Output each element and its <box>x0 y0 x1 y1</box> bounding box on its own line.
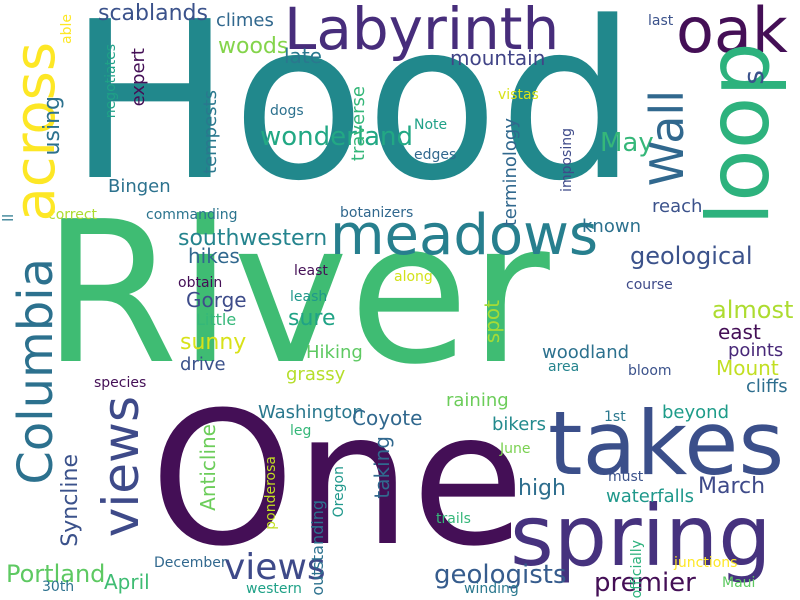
word-bloom: area <box>548 359 580 375</box>
word-washington: woodland <box>542 342 630 363</box>
word-known: waterfalls <box>606 486 695 507</box>
word-points: east <box>718 320 761 344</box>
word-outstanding: ponderosa <box>263 456 279 530</box>
word-leg: last <box>648 13 674 29</box>
word-imposing: terminology <box>500 118 521 227</box>
word-expert: negotiates <box>103 44 119 119</box>
word-correct: reach <box>652 196 703 217</box>
word-scablands: April <box>104 570 150 594</box>
word-tempests: using <box>40 96 65 156</box>
word-woodland: grassy <box>286 364 346 385</box>
word-junctions: must <box>608 469 644 485</box>
word-commanding: correct <box>48 207 98 223</box>
word-takes: takes <box>548 392 785 495</box>
word-dogs: bloom <box>628 363 672 379</box>
word-along: least <box>294 263 328 279</box>
word-taking: Syncline <box>58 454 83 547</box>
word-syncline: Anticline <box>196 424 220 511</box>
word-1st: June <box>500 441 531 457</box>
word-views: views <box>92 396 150 538</box>
word-obtain: Little <box>196 310 237 329</box>
word-least: leash <box>290 289 328 305</box>
word-grassy: Hiking <box>306 342 363 363</box>
word-maui: junctions <box>674 555 738 571</box>
word-bikers: raining <box>446 390 509 411</box>
word-june: leg <box>290 423 312 439</box>
word-december: western <box>246 581 302 597</box>
word-hood: Hood <box>68 0 638 229</box>
word-spring: spring <box>510 487 772 585</box>
word-oak: oak <box>676 0 788 67</box>
word-must: 1st <box>604 409 626 425</box>
word-drive: sunny <box>180 330 247 355</box>
word-sunny: sure <box>288 306 336 331</box>
word-area: course <box>626 277 673 293</box>
word-labyrinth: Labyrinth <box>284 0 560 63</box>
word-southwestern: s <box>737 70 770 85</box>
word-almost: geological <box>630 242 753 270</box>
word-reach: known <box>582 216 641 237</box>
word-wonderland: mountain <box>450 46 546 70</box>
word-course: along <box>394 269 433 285</box>
word-s: May <box>600 128 654 158</box>
word-woods: climes <box>216 10 274 31</box>
word-meadows: meadows <box>330 203 599 268</box>
word-signposted: ll <box>1 214 17 222</box>
word-edges: Note <box>414 117 448 133</box>
word-leash: obtain <box>178 275 223 291</box>
word-able: species <box>94 375 147 391</box>
word-gorge: Bingen <box>108 176 171 197</box>
word-little: botanizers <box>340 205 414 221</box>
word-bingen: cliffs <box>746 376 788 397</box>
word-mount: points <box>728 340 784 361</box>
word-ponderosa: taking <box>370 436 394 499</box>
word-terminology: traverse <box>348 86 369 162</box>
word-note: dogs <box>270 103 304 119</box>
word-anticline: spot <box>480 300 504 344</box>
word-officially: Oregon <box>331 466 347 518</box>
word-winding: Maui <box>722 575 756 591</box>
word-ll: officially <box>629 540 645 599</box>
word-30th: December <box>154 555 227 571</box>
word-high: bikers <box>492 414 547 435</box>
word-oregon: outstanding <box>308 500 327 596</box>
word-last: vistas <box>498 87 539 103</box>
word-western: winding <box>464 581 519 597</box>
word-one: One <box>150 373 525 587</box>
word-species: trails <box>436 511 471 527</box>
word-cliffs: Mount <box>716 356 779 380</box>
word-beyond: March <box>698 474 766 499</box>
word-march: high <box>518 476 566 501</box>
word-raining: Coyote <box>352 406 423 430</box>
word-geological: hikes <box>188 244 240 268</box>
word-river: River <box>42 180 550 408</box>
word-portland: premier <box>594 568 696 598</box>
word-sure: Gorge <box>186 288 247 312</box>
word-east: almost <box>712 296 794 324</box>
word-coyote: Washington <box>258 402 364 423</box>
word-wall: Wall <box>640 90 694 187</box>
word-late: woods <box>218 34 289 59</box>
word-geologists: views <box>224 547 326 588</box>
word-may: wonderland <box>260 122 413 152</box>
word-using: expert <box>128 48 149 107</box>
word-waterfalls: beyond <box>662 402 729 423</box>
word-mountain: late <box>284 44 322 68</box>
word-climes: scablands <box>98 1 208 26</box>
word-trails: 30th <box>42 579 75 595</box>
word-april: Portland <box>6 560 106 588</box>
word-columbia: Columbia <box>8 258 64 485</box>
word-negotiates: able <box>59 14 75 44</box>
word-hikes: southwestern <box>178 226 328 251</box>
word-botanizers: commanding <box>146 207 238 223</box>
word-hiking: drive <box>180 354 226 375</box>
word-spot: imposing <box>559 128 575 192</box>
word-vistas: edges <box>414 147 457 163</box>
word-premier: geologists <box>434 560 567 590</box>
word-traverse: tempests <box>200 90 221 174</box>
